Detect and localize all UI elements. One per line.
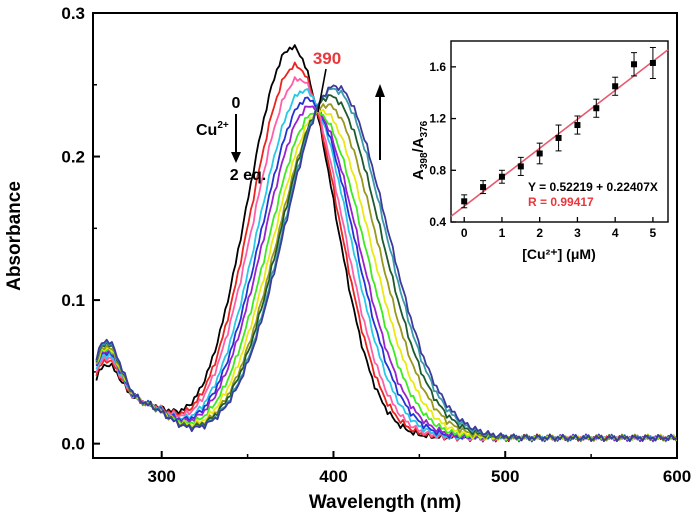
data-point [612,83,619,90]
inset-y-tick-label: 0.4 [429,215,446,229]
data-point [593,105,600,112]
inset-marks [450,46,669,217]
data-point [649,59,656,66]
y-axis-title: Absorbance [4,181,25,291]
x-tick-label: 400 [319,467,347,486]
fit-equation: Y = 0.52219 + 0.22407X [528,180,658,194]
inset-y-tick-label: 1.2 [429,112,446,126]
data-point [574,122,581,129]
x-tick-label: 300 [148,467,176,486]
x-tick-label: 500 [491,467,519,486]
main-plot-frame [92,12,678,459]
data-point [480,184,487,191]
titrant-label: Cu2+ [196,120,229,139]
inset-x-tick-label: 0 [461,226,468,240]
inset-x-tick-label: 4 [612,226,619,240]
inset-y-axis-title: A398/A376 [410,120,430,180]
isosbestic-pointer [317,68,327,113]
data-point [536,150,543,157]
inset-x-tick-label: 1 [499,226,506,240]
inset-x-axis-title: [Cu²⁺] (μM) [522,246,595,262]
y-tick-label: 0.3 [61,4,85,23]
inset-ylabel-sub1: 398 [419,152,430,169]
y-tick-label: 0.2 [61,148,85,167]
data-point [555,134,562,141]
end-equivalents-label: 2 eq. [230,167,266,184]
inset-x-tick-label: 3 [574,226,581,240]
inset-axes: 0 1 2 3 4 5 0.4 0.8 1.2 1.6 [429,60,656,240]
y-tick-label: 0.0 [61,435,85,454]
inset-frame [450,40,669,223]
inset-y-tick-label: 0.8 [429,163,446,177]
inset-x-tick-label: 2 [536,226,543,240]
titrant-name: Cu [196,122,217,139]
titrant-charge: 2+ [217,120,229,131]
y-tick-label: 0.1 [61,291,85,310]
inset-y-tick-label: 1.6 [429,60,446,74]
spectrum-line [95,84,677,443]
fit-line [450,49,669,217]
x-axis-title: Wavelength (nm) [309,492,461,513]
inset-x-tick-label: 5 [650,226,657,240]
x-tick-label: 600 [663,467,691,486]
isosbestic-label: 390 [313,49,341,68]
data-point [498,173,505,180]
decrease-arrow-head [231,152,241,163]
spectra-group [95,44,677,443]
data-point [631,61,638,68]
data-point [461,198,468,205]
data-point [517,163,524,170]
inset-ylabel-mid: /A [410,137,427,152]
inset-ylabel-a: A [410,169,427,180]
increase-arrow-head [375,84,385,97]
fit-r-value: R = 0.99417 [528,195,594,209]
inset-ylabel-sub2: 376 [419,120,430,137]
start-equivalents-label: 0 [232,95,241,112]
